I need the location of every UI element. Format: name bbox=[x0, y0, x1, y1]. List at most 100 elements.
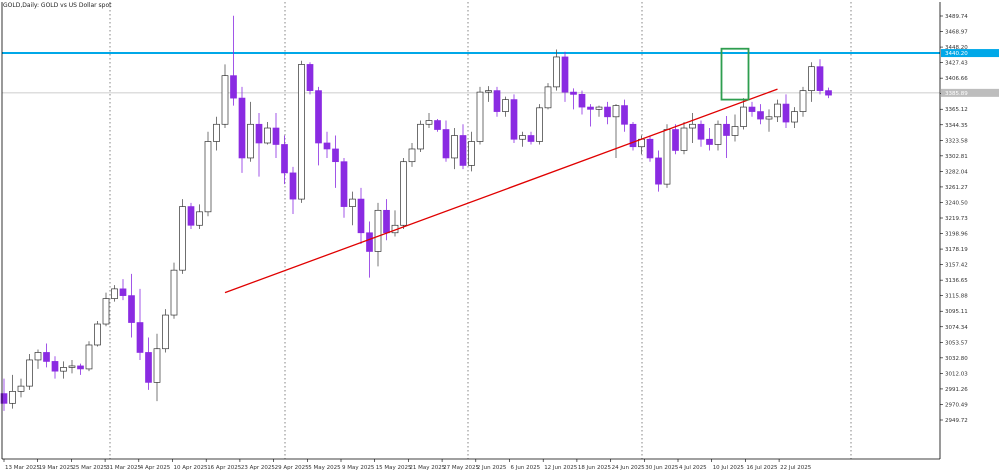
bearish-candle bbox=[340, 161, 348, 207]
date-tick-label: 18 Jun 2025 bbox=[578, 465, 612, 471]
bullish-candle bbox=[689, 123, 696, 129]
bearish-candle bbox=[43, 352, 50, 362]
date-tick-label: 12 Jun 2025 bbox=[544, 465, 578, 471]
price-tick-label: 3282.04 bbox=[945, 169, 968, 175]
bullish-candle bbox=[400, 161, 407, 226]
bullish-candle bbox=[612, 105, 620, 118]
bearish-candle bbox=[366, 232, 373, 252]
date-tick-label: 22 Jul 2025 bbox=[780, 465, 812, 471]
bearish-candle bbox=[0, 393, 8, 404]
bullish-candle bbox=[791, 111, 798, 123]
candles bbox=[0, 15, 832, 411]
date-tick-label: 2 Jun 2025 bbox=[477, 465, 507, 471]
date-tick-label: 6 Jun 2025 bbox=[511, 465, 541, 471]
price-tick-label: 3323.58 bbox=[945, 138, 968, 144]
bullish-candle bbox=[425, 120, 433, 125]
bearish-candle bbox=[697, 123, 705, 140]
bullish-candle bbox=[34, 352, 42, 361]
bullish-candle bbox=[799, 90, 807, 112]
bearish-candle bbox=[646, 138, 654, 159]
bearish-candle bbox=[255, 123, 263, 144]
bearish-candle bbox=[272, 127, 280, 145]
bullish-candle bbox=[740, 106, 747, 127]
price-tick-label: 3219.73 bbox=[945, 216, 968, 222]
bullish-candle bbox=[663, 129, 671, 185]
bearish-candle bbox=[238, 97, 246, 159]
bearish-candle bbox=[289, 172, 297, 200]
date-tick-label: 10 Jul 2025 bbox=[713, 465, 745, 471]
resistance-price-tag-label: 3440.20 bbox=[945, 51, 968, 57]
bullish-candle bbox=[536, 107, 543, 142]
bearish-candle bbox=[493, 90, 501, 112]
price-tick-label: 3302.81 bbox=[945, 154, 968, 160]
date-tick-label: 15 May 2025 bbox=[376, 465, 412, 471]
bullish-candle bbox=[544, 86, 552, 109]
date-tick-label: 25 Mar 2025 bbox=[72, 465, 107, 471]
overlays bbox=[224, 47, 778, 294]
price-tick-label: 2991.26 bbox=[945, 387, 968, 393]
bullish-candle bbox=[408, 148, 416, 163]
bearish-candle bbox=[510, 99, 518, 140]
bearish-candle bbox=[128, 295, 135, 323]
bullish-candle bbox=[221, 75, 229, 125]
bearish-candle bbox=[825, 90, 832, 96]
bearish-candle bbox=[357, 198, 365, 234]
bullish-candle bbox=[349, 198, 356, 207]
bullish-candle bbox=[162, 314, 169, 350]
bullish-candle bbox=[204, 141, 212, 213]
bullish-candle bbox=[17, 385, 25, 392]
bullish-candle bbox=[485, 90, 492, 93]
bullish-candle bbox=[179, 206, 186, 271]
support-trend-line bbox=[224, 88, 778, 294]
price-tick-label: 3489.74 bbox=[945, 14, 968, 20]
price-tick-label: 3074.34 bbox=[945, 325, 968, 331]
date-tick-label: 4 Apr 2025 bbox=[140, 465, 171, 471]
highlight-box bbox=[720, 47, 750, 101]
price-tick-label: 3427.43 bbox=[945, 61, 968, 67]
price-tick-label: 3053.57 bbox=[945, 340, 968, 346]
bullish-candle bbox=[714, 123, 722, 145]
bearish-candle bbox=[230, 75, 237, 99]
chart-title: GOLD,Daily: GOLD vs US Dollar spot bbox=[3, 2, 112, 9]
price-tick-label: 3095.11 bbox=[945, 309, 968, 315]
date-tick-label: 5 May 2025 bbox=[308, 465, 341, 471]
bearish-candle bbox=[782, 103, 790, 123]
bearish-candle bbox=[332, 148, 339, 163]
bullish-candle bbox=[519, 135, 526, 140]
bearish-candle bbox=[672, 129, 679, 151]
date-tick-label: 16 Apr 2025 bbox=[207, 465, 242, 471]
vertical-grid bbox=[109, 2, 852, 459]
date-tick-label: 13 Mar 2025 bbox=[5, 465, 40, 471]
bullish-candle bbox=[451, 135, 458, 159]
bearish-candle bbox=[578, 94, 586, 108]
bullish-candle bbox=[502, 99, 509, 112]
bullish-candle bbox=[102, 298, 110, 325]
price-tick-label: 3032.80 bbox=[945, 356, 968, 362]
price-levels bbox=[2, 52, 940, 94]
price-tick-label: 2970.49 bbox=[945, 402, 968, 408]
bearish-candle bbox=[459, 135, 467, 166]
bullish-candle bbox=[68, 365, 76, 368]
bearish-candle bbox=[723, 123, 730, 136]
bearish-candle bbox=[187, 206, 195, 226]
date-tick-label: 29 Apr 2025 bbox=[275, 465, 310, 471]
bullish-candle bbox=[765, 116, 773, 120]
bearish-candle bbox=[442, 129, 450, 159]
bearish-candle bbox=[383, 209, 390, 234]
bearish-candle bbox=[434, 120, 441, 130]
bearish-candle bbox=[281, 144, 288, 174]
bullish-candle bbox=[153, 348, 161, 383]
bullish-candle bbox=[26, 359, 33, 387]
price-tick-label: 3448.20 bbox=[945, 45, 968, 51]
bullish-candle bbox=[9, 391, 16, 404]
bearish-candle bbox=[816, 66, 824, 91]
bullish-candle bbox=[468, 141, 475, 166]
bearish-candle bbox=[77, 365, 84, 370]
date-tick-label: 21 May 2025 bbox=[409, 465, 445, 471]
bearish-candle bbox=[527, 135, 535, 142]
price-tick-label: 3115.88 bbox=[945, 294, 968, 300]
bearish-candle bbox=[561, 56, 569, 93]
bearish-candle bbox=[51, 361, 59, 372]
